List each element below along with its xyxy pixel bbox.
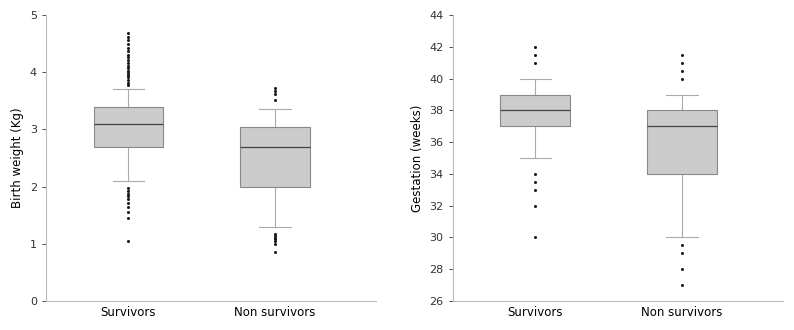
Bar: [241, 127, 310, 187]
Bar: [94, 107, 164, 147]
Bar: [500, 94, 570, 126]
Bar: [647, 111, 717, 174]
Y-axis label: Birth weight (Kg): Birth weight (Kg): [11, 108, 24, 208]
Y-axis label: Gestation (weeks): Gestation (weeks): [410, 104, 424, 212]
